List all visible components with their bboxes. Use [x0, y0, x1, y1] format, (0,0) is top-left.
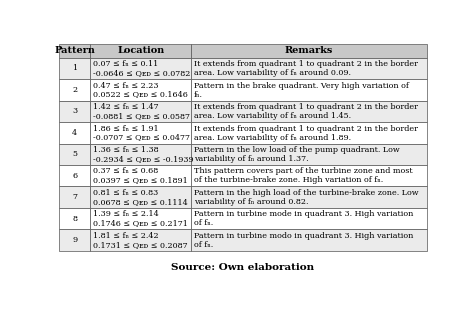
- Bar: [59, 165, 91, 187]
- Bar: [91, 100, 191, 122]
- Bar: [91, 44, 191, 58]
- Text: 0.1731 ≤ Qᴇᴅ ≤ 0.2087: 0.1731 ≤ Qᴇᴅ ≤ 0.2087: [93, 241, 187, 249]
- Bar: [59, 122, 91, 144]
- Text: 0.47 ≤ fₙ ≤ 2.23: 0.47 ≤ fₙ ≤ 2.23: [93, 82, 158, 90]
- Bar: [59, 208, 91, 229]
- Text: 0.0678 ≤ Qᴇᴅ ≤ 0.1114: 0.0678 ≤ Qᴇᴅ ≤ 0.1114: [93, 198, 187, 206]
- Text: It extends from quadrant 1 to quadrant 2 in the border: It extends from quadrant 1 to quadrant 2…: [194, 60, 418, 68]
- Text: Pattern: Pattern: [55, 46, 95, 55]
- Bar: [59, 229, 91, 251]
- Bar: [91, 229, 191, 251]
- Bar: [191, 208, 427, 229]
- Text: It extends from quadrant 1 to quadrant 2 in the border: It extends from quadrant 1 to quadrant 2…: [194, 125, 418, 132]
- Text: Source: Own elaboration: Source: Own elaboration: [172, 263, 314, 272]
- Text: 1.86 ≤ fₙ ≤ 1.91: 1.86 ≤ fₙ ≤ 1.91: [93, 125, 158, 132]
- Text: 8: 8: [73, 215, 77, 223]
- Bar: [91, 58, 191, 79]
- Text: 0.1746 ≤ Qᴇᴅ ≤ 0.2171: 0.1746 ≤ Qᴇᴅ ≤ 0.2171: [93, 219, 188, 227]
- Text: Location: Location: [118, 46, 164, 55]
- Text: 4: 4: [73, 129, 77, 137]
- Bar: [91, 144, 191, 165]
- Bar: [91, 187, 191, 208]
- Text: Pattern in turbine modo in quadrant 3. High variation: Pattern in turbine modo in quadrant 3. H…: [194, 232, 413, 240]
- Bar: [91, 208, 191, 229]
- Text: This pattern covers part of the turbine zone and most: This pattern covers part of the turbine …: [194, 167, 412, 176]
- Bar: [91, 165, 191, 187]
- Bar: [59, 187, 91, 208]
- Text: -0.0707 ≤ Qᴇᴅ ≤ 0.0477: -0.0707 ≤ Qᴇᴅ ≤ 0.0477: [93, 134, 190, 141]
- Text: 0.0397 ≤ Qᴇᴅ ≤ 0.1891: 0.0397 ≤ Qᴇᴅ ≤ 0.1891: [93, 177, 187, 184]
- Text: 1.36 ≤ fₙ ≤ 1.38: 1.36 ≤ fₙ ≤ 1.38: [93, 146, 158, 154]
- Bar: [59, 58, 91, 79]
- Text: 0.37 ≤ fₙ ≤ 0.68: 0.37 ≤ fₙ ≤ 0.68: [93, 167, 158, 176]
- Text: 0.0522 ≤ Qᴇᴅ ≤ 0.1646: 0.0522 ≤ Qᴇᴅ ≤ 0.1646: [93, 90, 188, 99]
- Text: 2: 2: [73, 86, 77, 94]
- Text: -0.2934 ≤ Qᴇᴅ ≤ -0.1939: -0.2934 ≤ Qᴇᴅ ≤ -0.1939: [93, 155, 193, 163]
- Text: variability of fₙ around 1.37.: variability of fₙ around 1.37.: [194, 155, 308, 163]
- Text: 9: 9: [73, 236, 77, 244]
- Bar: [191, 187, 427, 208]
- Bar: [59, 144, 91, 165]
- Text: 0.81 ≤ fₙ ≤ 0.83: 0.81 ≤ fₙ ≤ 0.83: [93, 189, 158, 197]
- Text: -0.0646 ≤ Qᴇᴅ ≤ 0.0782: -0.0646 ≤ Qᴇᴅ ≤ 0.0782: [93, 69, 190, 77]
- Bar: [191, 144, 427, 165]
- Text: of the turbine-brake zone. High variation of fₙ.: of the turbine-brake zone. High variatio…: [194, 177, 383, 184]
- Text: 1.81 ≤ fₙ ≤ 2.42: 1.81 ≤ fₙ ≤ 2.42: [93, 232, 158, 240]
- Text: Remarks: Remarks: [285, 46, 333, 55]
- Text: Pattern in the high load of the turbine-brake zone. Low: Pattern in the high load of the turbine-…: [194, 189, 419, 197]
- Text: area. Low variability of fₙ around 0.09.: area. Low variability of fₙ around 0.09.: [194, 69, 351, 77]
- Bar: [191, 165, 427, 187]
- Text: 5: 5: [73, 150, 77, 158]
- Text: 0.07 ≤ fₙ ≤ 0.11: 0.07 ≤ fₙ ≤ 0.11: [93, 60, 158, 68]
- Text: variability of fₙ around 0.82.: variability of fₙ around 0.82.: [194, 198, 308, 206]
- Text: Pattern in turbine mode in quadrant 3. High variation: Pattern in turbine mode in quadrant 3. H…: [194, 210, 413, 218]
- Text: 7: 7: [73, 193, 77, 201]
- Text: 3: 3: [73, 107, 77, 115]
- Text: -0.0881 ≤ Qᴇᴅ ≤ 0.0587: -0.0881 ≤ Qᴇᴅ ≤ 0.0587: [93, 112, 190, 120]
- Bar: [191, 229, 427, 251]
- Bar: [191, 100, 427, 122]
- Text: Pattern in the low load of the pump quadrant. Low: Pattern in the low load of the pump quad…: [194, 146, 400, 154]
- Bar: [191, 79, 427, 100]
- Text: fₙ.: fₙ.: [194, 90, 203, 99]
- Text: 1: 1: [73, 64, 77, 72]
- Bar: [191, 122, 427, 144]
- Bar: [59, 100, 91, 122]
- Text: Pattern in the brake quadrant. Very high variation of: Pattern in the brake quadrant. Very high…: [194, 82, 409, 90]
- Text: It extends from quadrant 1 to quadrant 2 in the border: It extends from quadrant 1 to quadrant 2…: [194, 103, 418, 111]
- Text: 1.42 ≤ fₙ ≤ 1.47: 1.42 ≤ fₙ ≤ 1.47: [93, 103, 158, 111]
- Bar: [91, 122, 191, 144]
- Text: 6: 6: [73, 172, 77, 180]
- Text: area. Low variability of fₙ around 1.89.: area. Low variability of fₙ around 1.89.: [194, 134, 351, 141]
- Bar: [59, 79, 91, 100]
- Text: of fₙ.: of fₙ.: [194, 219, 213, 227]
- Text: area. Low variability of fₙ around 1.45.: area. Low variability of fₙ around 1.45.: [194, 112, 351, 120]
- Text: 1.39 ≤ fₙ ≤ 2.14: 1.39 ≤ fₙ ≤ 2.14: [93, 210, 158, 218]
- Bar: [191, 58, 427, 79]
- Bar: [191, 44, 427, 58]
- Text: of fₙ.: of fₙ.: [194, 241, 213, 249]
- Bar: [91, 79, 191, 100]
- Bar: [59, 44, 91, 58]
